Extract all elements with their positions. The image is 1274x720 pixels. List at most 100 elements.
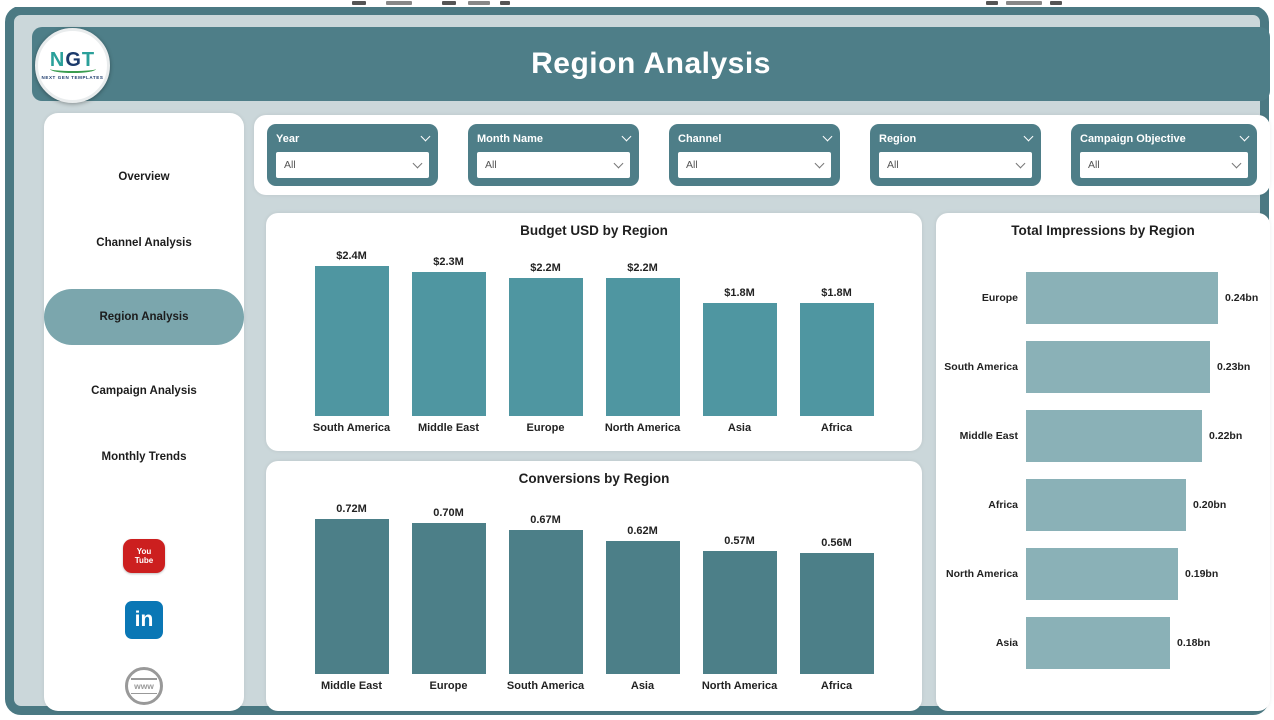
bar-category-label: North America [946, 568, 1018, 580]
dashboard-frame: Region Analysis NGT NEXT GEN TEMPLATES O… [5, 6, 1270, 715]
bar-column[interactable]: 0.62M Asia [605, 496, 680, 696]
bar[interactable] [314, 519, 389, 674]
bar-category-label: Middle East [417, 422, 480, 434]
bar-value-label: 0.67M [530, 514, 561, 526]
bar-value-label: 0.18bn [1177, 637, 1211, 649]
bar-column[interactable]: $1.8M Africa [799, 248, 874, 438]
bar-column[interactable]: 0.57M North America [702, 496, 777, 696]
filter-channel-dropdown[interactable]: All [678, 152, 831, 178]
bar[interactable] [605, 541, 680, 674]
filter-header[interactable]: Year [276, 131, 431, 146]
bar-value-label: 0.24bn [1225, 292, 1259, 304]
chevron-down-icon [621, 131, 632, 142]
chrome-mark [442, 1, 456, 5]
linkedin-icon[interactable]: in [125, 601, 163, 639]
bar[interactable] [799, 303, 874, 416]
bar-row[interactable]: Middle East 0.22bn [940, 410, 1270, 462]
bar-row[interactable]: North America 0.19bn [940, 548, 1270, 600]
bar[interactable] [799, 553, 874, 674]
bar-column[interactable]: $2.3M Middle East [411, 248, 486, 438]
filter-month-dropdown[interactable]: All [477, 152, 630, 178]
youtube-label-bottom: Tube [134, 556, 154, 565]
bar-column[interactable]: $2.2M Europe [508, 248, 583, 438]
window-chrome [0, 0, 1274, 7]
sidebar-item-region-analysis[interactable]: Region Analysis [44, 289, 244, 345]
bar[interactable] [508, 278, 583, 416]
logo-swoosh [49, 65, 96, 73]
bar-column[interactable]: $2.4M South America [312, 248, 391, 438]
impressions-chart-card: Total Impressions by Region Europe 0.24bn… [936, 213, 1270, 711]
filter-value: All [485, 159, 497, 171]
filter-year-dropdown[interactable]: All [276, 152, 429, 178]
youtube-icon[interactable]: You Tube [123, 539, 165, 573]
sidebar: Overview Channel Analysis Region Analysi… [44, 113, 244, 711]
chevron-down-icon [420, 131, 431, 142]
chrome-mark [986, 1, 998, 5]
youtube-label-top: You [136, 547, 152, 556]
bar-value-label: 0.19bn [1185, 568, 1219, 580]
bar[interactable] [1026, 272, 1218, 324]
bar[interactable] [1026, 410, 1202, 462]
filter-header[interactable]: Month Name [477, 131, 632, 146]
filter-month-name: Month Name All [468, 124, 639, 186]
sidebar-item-monthly-trends[interactable]: Monthly Trends [101, 451, 187, 463]
bar-category-label: South America [312, 422, 391, 434]
bar-column[interactable]: $1.8M Asia [702, 248, 777, 438]
bar-category-label: Europe [526, 422, 565, 434]
filter-label: Channel [678, 132, 722, 145]
chevron-down-icon [814, 158, 825, 168]
bar[interactable] [702, 303, 777, 416]
sidebar-item-campaign-analysis[interactable]: Campaign Analysis [91, 385, 197, 397]
bar-category-label: Asia [630, 680, 655, 692]
bar-row[interactable]: Africa 0.20bn [940, 479, 1270, 531]
sidebar-item-channel-analysis[interactable]: Channel Analysis [96, 237, 192, 249]
bar-row[interactable]: South America 0.23bn [940, 341, 1270, 393]
bar-row[interactable]: Europe 0.24bn [940, 272, 1270, 324]
bar-value-label: 0.72M [336, 503, 367, 515]
chrome-mark [468, 1, 490, 5]
bar[interactable] [605, 278, 680, 416]
filter-region-dropdown[interactable]: All [879, 152, 1032, 178]
bar[interactable] [411, 523, 486, 674]
website-globe-icon[interactable]: www [125, 667, 163, 705]
filter-bar: Year All Month Name All Channel [254, 115, 1270, 195]
logo-subtext: NEXT GEN TEMPLATES [41, 75, 104, 80]
sidebar-item-overview[interactable]: Overview [118, 171, 170, 183]
filter-header[interactable]: Channel [678, 131, 833, 146]
bar-value-label: $1.8M [821, 287, 852, 299]
filter-header[interactable]: Region [879, 131, 1034, 146]
conversions-chart-card: Conversions by Region 0.72M Middle East 0.… [266, 461, 922, 711]
bar-row[interactable]: Asia 0.18bn [940, 617, 1270, 669]
bar[interactable] [1026, 479, 1186, 531]
header-banner: Region Analysis [32, 27, 1270, 101]
bar[interactable] [1026, 548, 1178, 600]
bar[interactable] [1026, 617, 1170, 669]
bar-column[interactable]: 0.56M Africa [799, 496, 874, 696]
bar[interactable] [508, 530, 583, 674]
bar-value-label: $1.8M [724, 287, 755, 299]
chrome-mark [1006, 1, 1042, 5]
chrome-mark [500, 1, 510, 5]
chevron-down-icon [1231, 158, 1242, 168]
chart-title: Total Impressions by Region [1011, 223, 1195, 238]
bar-column[interactable]: 0.72M Middle East [314, 496, 389, 696]
bar-column[interactable]: 0.70M Europe [411, 496, 486, 696]
impressions-bar-chart: Europe 0.24bn South America 0.23bn Middle Ea… [936, 272, 1270, 669]
bar[interactable] [411, 272, 486, 416]
bar-category-label: Africa [988, 499, 1018, 511]
bar-column[interactable]: $2.2M North America [605, 248, 680, 438]
filter-header[interactable]: Campaign Objective [1080, 131, 1250, 146]
bar-column[interactable]: 0.67M South America [507, 496, 584, 696]
bar-value-label: $2.4M [336, 250, 367, 262]
chrome-mark [352, 1, 366, 5]
filter-value: All [1088, 159, 1100, 171]
filter-objective-dropdown[interactable]: All [1080, 152, 1248, 178]
bar-category-label: South America [944, 361, 1018, 373]
chevron-down-icon [1239, 131, 1250, 142]
bar[interactable] [314, 266, 389, 416]
filter-region: Region All [870, 124, 1041, 186]
bar[interactable] [702, 551, 777, 674]
bar-value-label: $2.2M [627, 262, 658, 274]
chart-title: Budget USD by Region [520, 223, 668, 238]
bar[interactable] [1026, 341, 1210, 393]
